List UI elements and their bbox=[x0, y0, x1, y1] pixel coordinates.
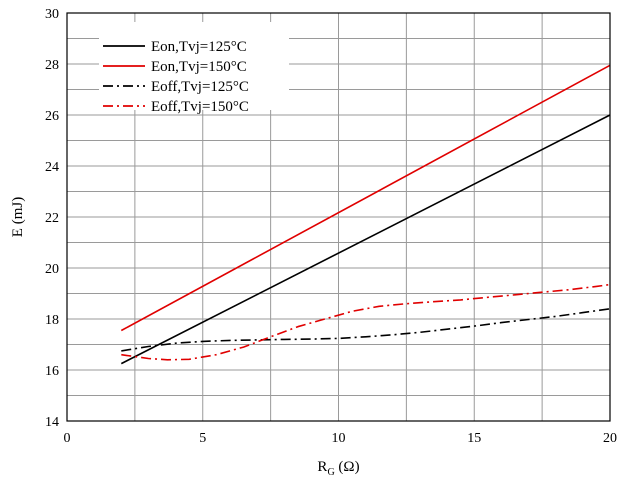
y-axis-title: E (mJ) bbox=[10, 197, 26, 237]
series-layer bbox=[120, 64, 611, 365]
y-tick-label: 26 bbox=[45, 109, 59, 124]
series-line-1 bbox=[120, 114, 611, 365]
series-line-4 bbox=[121, 283, 611, 361]
legend-label: Eon,Tvj=150°C bbox=[151, 59, 247, 75]
x-tick-label: 5 bbox=[199, 431, 206, 446]
x-tick-label: 10 bbox=[332, 431, 346, 446]
x-axis-title-unit: (Ω) bbox=[335, 459, 360, 475]
y-tick-label: 24 bbox=[45, 160, 59, 175]
x-axis-title: RG (Ω) bbox=[317, 459, 359, 478]
legend: Eon,Tvj=125°C Eon,Tvj=150°C Eoff,Tvj=125°C… bbox=[99, 22, 289, 115]
grid bbox=[67, 13, 610, 421]
y-tick-label: 18 bbox=[45, 313, 59, 328]
x-axis-title-subscript: G bbox=[327, 467, 334, 478]
legend-label: Eoff,Tvj=150°C bbox=[151, 99, 249, 115]
y-tick-label: 14 bbox=[45, 415, 59, 430]
legend-label: Eon,Tvj=125°C bbox=[151, 39, 247, 55]
plot-frame bbox=[66, 12, 611, 422]
y-tick-label: 16 bbox=[45, 364, 59, 379]
y-tick-labels: 14 16 18 20 22 24 26 28 30 bbox=[45, 7, 59, 430]
y-tick-label: 22 bbox=[45, 211, 59, 226]
x-tick-label: 15 bbox=[467, 431, 481, 446]
y-tick-label: 28 bbox=[45, 58, 59, 73]
x-tick-label: 0 bbox=[64, 431, 71, 446]
y-tick-label: 20 bbox=[45, 262, 59, 277]
y-tick-label: 30 bbox=[45, 7, 59, 22]
series-line-2 bbox=[120, 64, 611, 332]
series-line-3 bbox=[121, 308, 611, 352]
x-axis-title-main: R bbox=[317, 459, 327, 475]
legend-label: Eoff,Tvj=125°C bbox=[151, 79, 249, 95]
x-tick-label: 20 bbox=[603, 431, 617, 446]
x-tick-labels: 0 5 10 15 20 bbox=[64, 431, 618, 446]
